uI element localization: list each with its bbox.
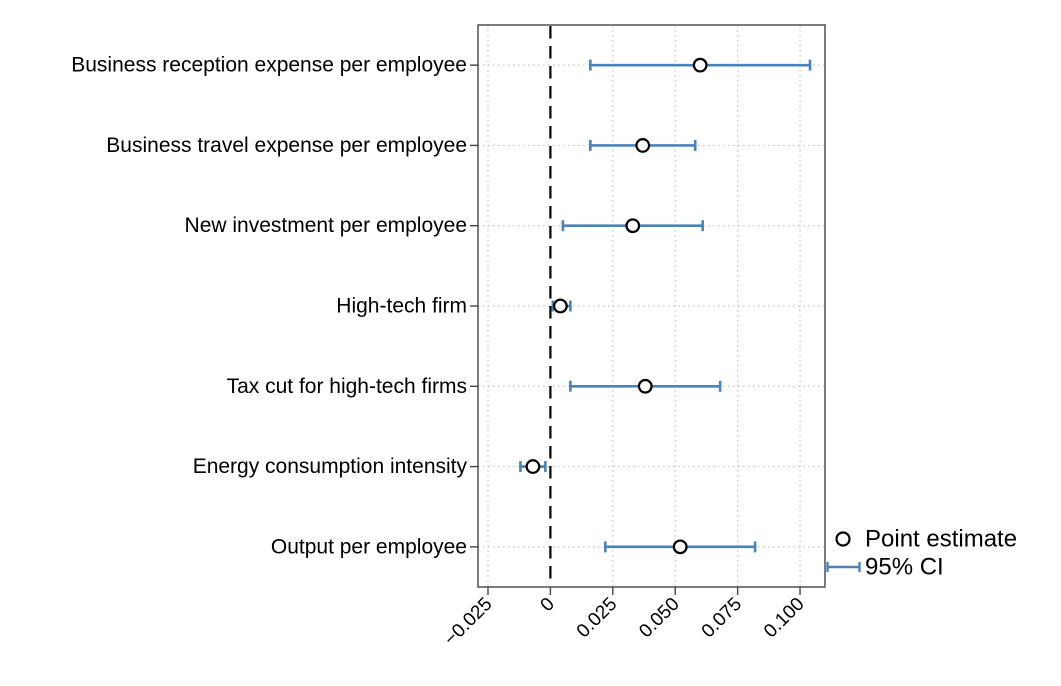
category-label: Energy consumption intensity xyxy=(193,455,468,478)
point-estimate-marker xyxy=(635,138,651,153)
point-estimate-marker xyxy=(625,218,641,234)
x-tick-label: 0 xyxy=(537,594,559,616)
x-axis-layer: −0.025 0 0.025 0.050 0.075 0.100 xyxy=(440,587,809,650)
point-estimate-marker xyxy=(525,459,541,474)
series-layer xyxy=(519,57,812,555)
x-tick-label: 0.025 xyxy=(573,594,621,642)
x-tick-label-group: 0 xyxy=(537,594,559,616)
x-tick-label: 0.100 xyxy=(760,594,808,642)
category-label: Output per employee xyxy=(271,535,467,558)
point-estimate-marker xyxy=(552,298,568,314)
point-estimate-marker xyxy=(672,539,688,555)
plot-frame xyxy=(477,24,826,588)
legend-label-ci: 95% CI xyxy=(865,554,944,581)
gridlines-layer xyxy=(478,25,825,587)
x-tick-label: 0.075 xyxy=(698,594,746,642)
point-estimate-marker xyxy=(692,57,708,73)
x-tick-label-group: 0.025 xyxy=(573,594,621,642)
legend-label-point-estimate: Point estimate xyxy=(865,526,1017,553)
plot-frame-layer xyxy=(477,24,826,588)
category-label: Tax cut for high-tech firms xyxy=(227,375,467,398)
legend-point-marker-icon xyxy=(835,531,851,547)
category-label: Business reception expense per employee xyxy=(71,54,467,77)
y-axis-layer: Business reception expense per employee B… xyxy=(71,54,478,558)
x-tick-label-group: 0.100 xyxy=(760,594,808,642)
category-label: Business travel expense per employee xyxy=(106,134,467,157)
x-tick-label: −0.025 xyxy=(440,594,496,650)
category-label: New investment per employee xyxy=(185,214,467,237)
x-tick-label-group: −0.025 xyxy=(440,594,496,650)
x-tick-label: 0.050 xyxy=(635,594,683,642)
x-tick-label-group: 0.075 xyxy=(698,594,746,642)
point-estimate-marker xyxy=(637,378,653,394)
category-label: High-tech firm xyxy=(336,295,467,318)
x-tick-label-group: 0.050 xyxy=(635,594,683,642)
